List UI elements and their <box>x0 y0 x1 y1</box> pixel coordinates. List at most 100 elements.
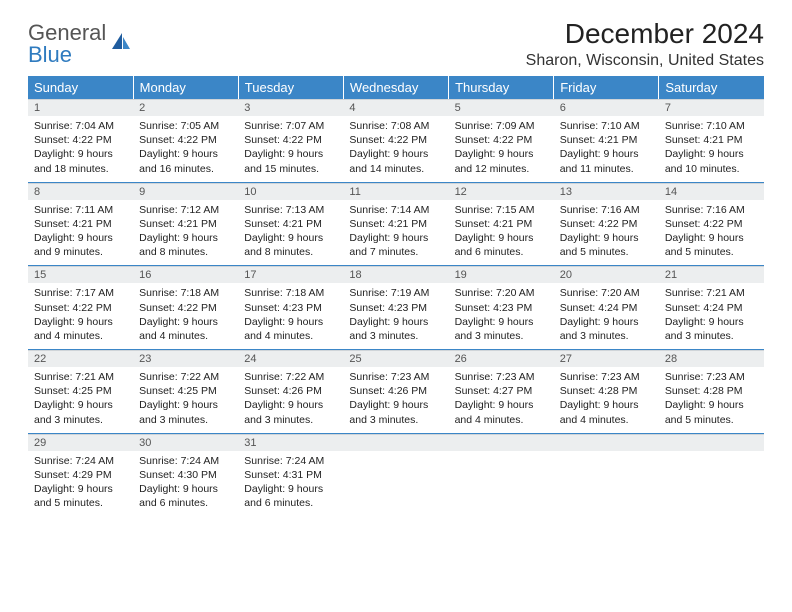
day-details: Sunrise: 7:07 AMSunset: 4:22 PMDaylight:… <box>238 116 343 182</box>
day-details: Sunrise: 7:14 AMSunset: 4:21 PMDaylight:… <box>343 200 448 266</box>
day-d2: and 6 minutes. <box>244 496 337 510</box>
day-sr: Sunrise: 7:23 AM <box>560 370 653 384</box>
day-sr: Sunrise: 7:14 AM <box>349 203 442 217</box>
calendar-day-cell <box>343 433 448 516</box>
calendar-day-cell: 15Sunrise: 7:17 AMSunset: 4:22 PMDayligh… <box>28 266 133 350</box>
day-d2: and 11 minutes. <box>560 162 653 176</box>
calendar-body: 1Sunrise: 7:04 AMSunset: 4:22 PMDaylight… <box>28 99 764 516</box>
day-details <box>554 451 659 509</box>
day-number: 18 <box>343 266 448 283</box>
calendar-day-cell: 12Sunrise: 7:15 AMSunset: 4:21 PMDayligh… <box>449 182 554 266</box>
day-number: 21 <box>659 266 764 283</box>
day-details: Sunrise: 7:24 AMSunset: 4:29 PMDaylight:… <box>28 451 133 517</box>
day-d1: Daylight: 9 hours <box>34 398 127 412</box>
location-text: Sharon, Wisconsin, United States <box>526 52 764 70</box>
day-number <box>343 434 448 451</box>
calendar-day-cell: 27Sunrise: 7:23 AMSunset: 4:28 PMDayligh… <box>554 350 659 434</box>
day-d1: Daylight: 9 hours <box>349 398 442 412</box>
day-sr: Sunrise: 7:18 AM <box>139 286 232 300</box>
day-ss: Sunset: 4:21 PM <box>560 133 653 147</box>
day-sr: Sunrise: 7:20 AM <box>455 286 548 300</box>
day-sr: Sunrise: 7:10 AM <box>560 119 653 133</box>
brand-sail-icon <box>110 31 132 58</box>
day-number: 4 <box>343 99 448 116</box>
day-sr: Sunrise: 7:10 AM <box>665 119 758 133</box>
day-d2: and 16 minutes. <box>139 162 232 176</box>
day-details: Sunrise: 7:13 AMSunset: 4:21 PMDaylight:… <box>238 200 343 266</box>
calendar-week-row: 8Sunrise: 7:11 AMSunset: 4:21 PMDaylight… <box>28 182 764 266</box>
day-d2: and 7 minutes. <box>349 245 442 259</box>
day-d2: and 3 minutes. <box>349 413 442 427</box>
calendar-day-cell: 31Sunrise: 7:24 AMSunset: 4:31 PMDayligh… <box>238 433 343 516</box>
day-sr: Sunrise: 7:11 AM <box>34 203 127 217</box>
day-ss: Sunset: 4:30 PM <box>139 468 232 482</box>
day-number: 24 <box>238 350 343 367</box>
day-sr: Sunrise: 7:22 AM <box>139 370 232 384</box>
day-d2: and 3 minutes. <box>455 329 548 343</box>
day-details: Sunrise: 7:21 AMSunset: 4:25 PMDaylight:… <box>28 367 133 433</box>
day-number <box>659 434 764 451</box>
day-ss: Sunset: 4:28 PM <box>560 384 653 398</box>
day-ss: Sunset: 4:21 PM <box>349 217 442 231</box>
day-details: Sunrise: 7:05 AMSunset: 4:22 PMDaylight:… <box>133 116 238 182</box>
weekday-header: Thursday <box>449 76 554 99</box>
day-sr: Sunrise: 7:16 AM <box>665 203 758 217</box>
day-details: Sunrise: 7:16 AMSunset: 4:22 PMDaylight:… <box>659 200 764 266</box>
calendar-day-cell: 3Sunrise: 7:07 AMSunset: 4:22 PMDaylight… <box>238 99 343 182</box>
day-ss: Sunset: 4:22 PM <box>455 133 548 147</box>
day-details: Sunrise: 7:19 AMSunset: 4:23 PMDaylight:… <box>343 283 448 349</box>
day-ss: Sunset: 4:22 PM <box>34 133 127 147</box>
day-sr: Sunrise: 7:19 AM <box>349 286 442 300</box>
day-d1: Daylight: 9 hours <box>665 315 758 329</box>
calendar-day-cell: 26Sunrise: 7:23 AMSunset: 4:27 PMDayligh… <box>449 350 554 434</box>
day-d2: and 4 minutes. <box>455 413 548 427</box>
day-d2: and 18 minutes. <box>34 162 127 176</box>
day-details: Sunrise: 7:24 AMSunset: 4:31 PMDaylight:… <box>238 451 343 517</box>
calendar-page: General Blue December 2024 Sharon, Wisco… <box>0 0 792 528</box>
day-number: 2 <box>133 99 238 116</box>
day-details: Sunrise: 7:09 AMSunset: 4:22 PMDaylight:… <box>449 116 554 182</box>
day-number: 1 <box>28 99 133 116</box>
calendar-day-cell: 4Sunrise: 7:08 AMSunset: 4:22 PMDaylight… <box>343 99 448 182</box>
day-d1: Daylight: 9 hours <box>560 231 653 245</box>
day-d2: and 5 minutes. <box>665 413 758 427</box>
calendar-day-cell: 8Sunrise: 7:11 AMSunset: 4:21 PMDaylight… <box>28 182 133 266</box>
day-ss: Sunset: 4:22 PM <box>665 217 758 231</box>
day-sr: Sunrise: 7:16 AM <box>560 203 653 217</box>
page-header: General Blue December 2024 Sharon, Wisco… <box>28 18 764 70</box>
day-d2: and 3 minutes. <box>34 413 127 427</box>
day-d1: Daylight: 9 hours <box>139 398 232 412</box>
calendar-day-cell: 20Sunrise: 7:20 AMSunset: 4:24 PMDayligh… <box>554 266 659 350</box>
day-d2: and 4 minutes. <box>244 329 337 343</box>
day-details: Sunrise: 7:24 AMSunset: 4:30 PMDaylight:… <box>133 451 238 517</box>
day-d2: and 9 minutes. <box>34 245 127 259</box>
weekday-header: Friday <box>554 76 659 99</box>
calendar-week-row: 22Sunrise: 7:21 AMSunset: 4:25 PMDayligh… <box>28 350 764 434</box>
day-d2: and 4 minutes. <box>139 329 232 343</box>
day-ss: Sunset: 4:31 PM <box>244 468 337 482</box>
day-details: Sunrise: 7:17 AMSunset: 4:22 PMDaylight:… <box>28 283 133 349</box>
calendar-day-cell: 30Sunrise: 7:24 AMSunset: 4:30 PMDayligh… <box>133 433 238 516</box>
day-details: Sunrise: 7:23 AMSunset: 4:27 PMDaylight:… <box>449 367 554 433</box>
day-sr: Sunrise: 7:20 AM <box>560 286 653 300</box>
day-ss: Sunset: 4:22 PM <box>139 301 232 315</box>
day-d2: and 5 minutes. <box>665 245 758 259</box>
calendar-day-cell: 22Sunrise: 7:21 AMSunset: 4:25 PMDayligh… <box>28 350 133 434</box>
brand-text: General Blue <box>28 22 106 66</box>
day-details: Sunrise: 7:22 AMSunset: 4:26 PMDaylight:… <box>238 367 343 433</box>
weekday-header: Tuesday <box>238 76 343 99</box>
calendar-day-cell: 23Sunrise: 7:22 AMSunset: 4:25 PMDayligh… <box>133 350 238 434</box>
day-ss: Sunset: 4:22 PM <box>560 217 653 231</box>
calendar-day-cell: 10Sunrise: 7:13 AMSunset: 4:21 PMDayligh… <box>238 182 343 266</box>
day-d1: Daylight: 9 hours <box>455 398 548 412</box>
day-d1: Daylight: 9 hours <box>244 147 337 161</box>
day-sr: Sunrise: 7:17 AM <box>34 286 127 300</box>
day-details: Sunrise: 7:23 AMSunset: 4:28 PMDaylight:… <box>554 367 659 433</box>
day-number: 7 <box>659 99 764 116</box>
day-d2: and 3 minutes. <box>349 329 442 343</box>
day-d2: and 4 minutes. <box>560 413 653 427</box>
day-ss: Sunset: 4:25 PM <box>139 384 232 398</box>
brand-line1: General <box>28 22 106 44</box>
day-details <box>659 451 764 509</box>
day-ss: Sunset: 4:22 PM <box>349 133 442 147</box>
